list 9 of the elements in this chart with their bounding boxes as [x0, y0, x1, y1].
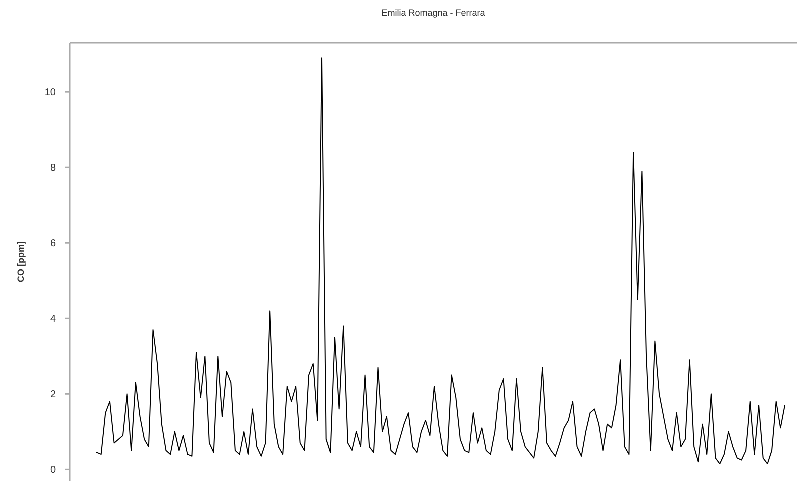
chart-title: Emilia Romagna - Ferrara — [382, 8, 486, 18]
y-tick-label: 4 — [50, 314, 56, 326]
y-tick-label: 6 — [50, 238, 56, 250]
y-tick-label: 0 — [50, 465, 56, 476]
y-tick-label: 2 — [50, 390, 56, 401]
line-series — [96, 58, 786, 465]
y-tick-label: 8 — [50, 163, 56, 174]
y-tick-label: 10 — [44, 88, 56, 99]
y-axis-title: CO [ppm] — [16, 242, 26, 282]
